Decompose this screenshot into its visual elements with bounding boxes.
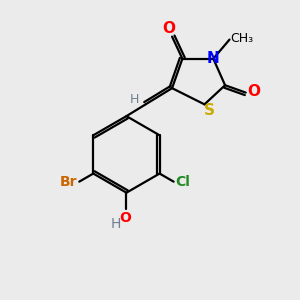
Text: CH₃: CH₃ [230,32,254,45]
Text: O: O [248,84,260,99]
Text: H: H [130,93,139,106]
Text: Cl: Cl [175,175,190,189]
Text: H: H [111,217,121,231]
Text: S: S [204,103,215,118]
Text: Br: Br [59,175,77,189]
Text: O: O [162,21,175,36]
Text: O: O [119,211,131,225]
Text: N: N [207,51,220,66]
